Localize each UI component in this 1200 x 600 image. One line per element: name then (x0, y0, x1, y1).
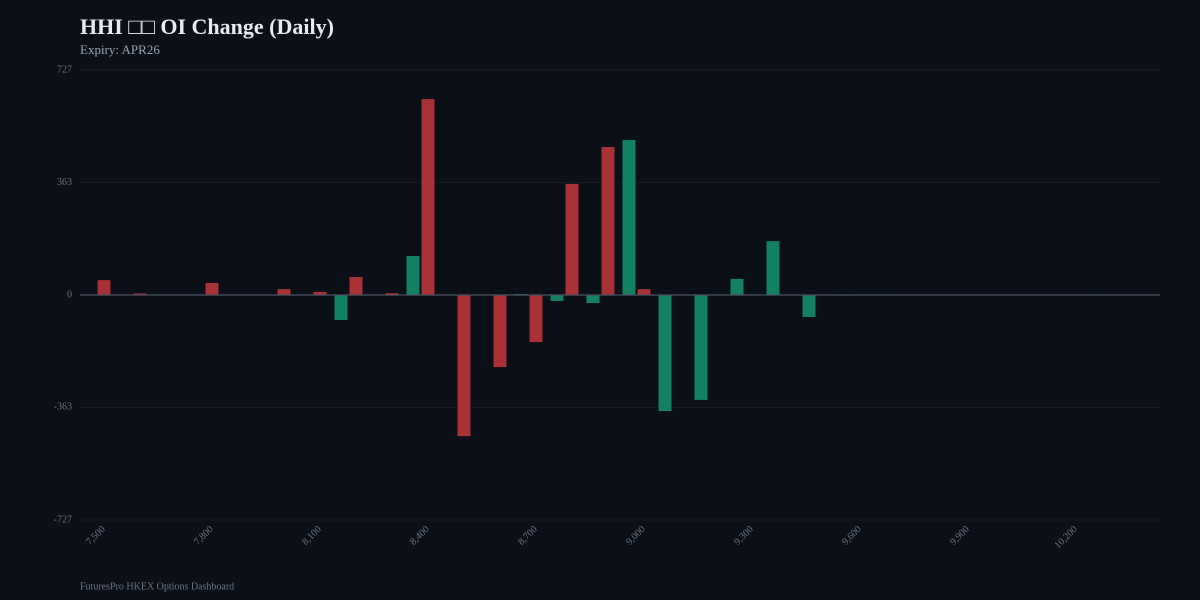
bar (277, 289, 291, 295)
bar (457, 295, 471, 437)
x-tick-label: 9,300 (732, 524, 756, 548)
y-tick-label: 0 (67, 289, 72, 300)
bar (766, 241, 780, 295)
x-tick-label: 9,600 (840, 524, 864, 548)
x-tick-label: 8,100 (300, 524, 324, 548)
x-tick-label: 8,700 (516, 524, 540, 548)
bar (406, 256, 420, 295)
x-tick-label: 10,200 (1053, 524, 1080, 551)
bar (601, 147, 615, 295)
x-tick-label: 8,400 (408, 524, 432, 548)
bar (205, 282, 219, 295)
bar (493, 295, 507, 368)
bar (421, 99, 435, 295)
chart-title: HHI □□ OI Change (Daily) (80, 14, 334, 39)
bar (637, 289, 651, 295)
bar (334, 295, 348, 321)
bar (313, 291, 327, 295)
bar (622, 139, 636, 295)
footer: FuturesPro HKEX Options Dashboard (80, 581, 234, 592)
y-tick-label: -363 (54, 402, 72, 413)
chart-subtitle: Expiry: APR26 (80, 42, 160, 57)
bar (133, 293, 147, 295)
bar (349, 277, 363, 295)
x-tick-label: 9,000 (624, 524, 648, 548)
y-tick-label: -727 (54, 514, 72, 525)
bar (730, 278, 744, 295)
bar (694, 295, 708, 400)
x-tick-label: 9,900 (948, 524, 972, 548)
bar (565, 183, 579, 295)
bar (586, 295, 600, 304)
bar (550, 295, 564, 301)
bar (97, 280, 111, 295)
x-tick-label: 7,800 (192, 524, 216, 548)
bar (802, 295, 816, 317)
bar (385, 293, 399, 295)
bar (658, 295, 672, 412)
x-tick-label: 7,500 (84, 524, 108, 548)
y-tick-label: 363 (57, 177, 72, 188)
y-tick-label: 727 (57, 64, 72, 75)
bar (529, 295, 543, 343)
